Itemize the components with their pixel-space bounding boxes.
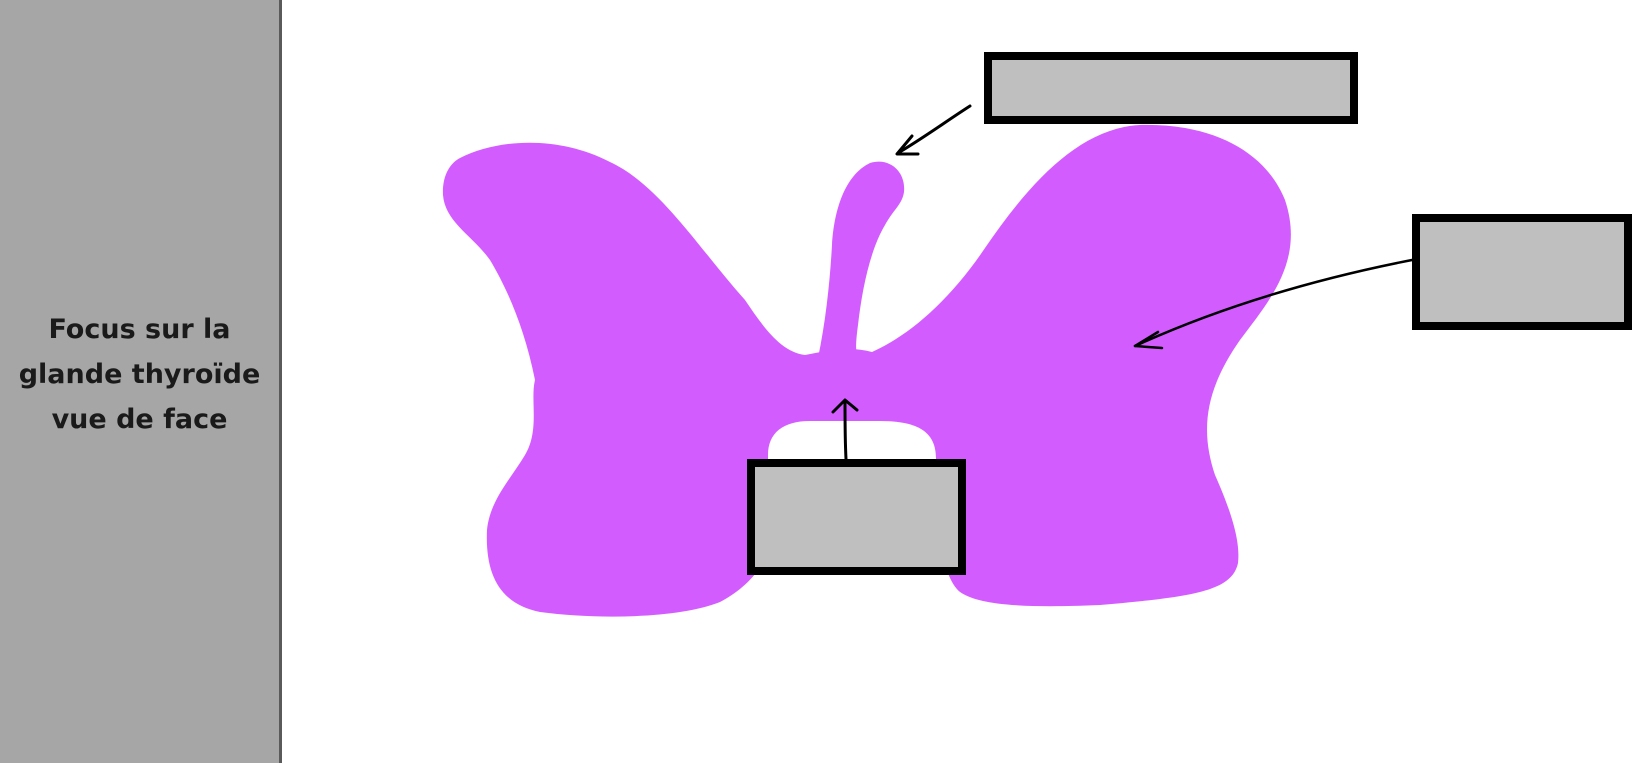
arrow-right-head	[1133, 330, 1164, 350]
thyroid-gland	[442, 124, 1291, 617]
arrow-bottom-head	[831, 398, 859, 414]
arrow-right	[1133, 258, 1414, 348]
arrow-bottom	[843, 399, 848, 461]
slide-title-line-3: vue de face	[51, 404, 228, 435]
pyramidal-lobe	[818, 161, 905, 360]
arrow-top	[896, 104, 972, 155]
slide-title-line-1: Focus sur la	[48, 314, 231, 345]
side-panel: Focus sur la glande thyroïde vue de face	[0, 0, 282, 763]
label-box-isthmus[interactable]	[747, 459, 966, 575]
slide-title-line-2: glande thyroïde	[18, 359, 261, 390]
slide-title: Focus sur la glande thyroïde vue de face	[5, 307, 275, 442]
label-box-right-lobe[interactable]	[1412, 214, 1632, 330]
arrow-top-head	[895, 134, 920, 156]
label-box-pyramidal-lobe[interactable]	[984, 52, 1358, 124]
